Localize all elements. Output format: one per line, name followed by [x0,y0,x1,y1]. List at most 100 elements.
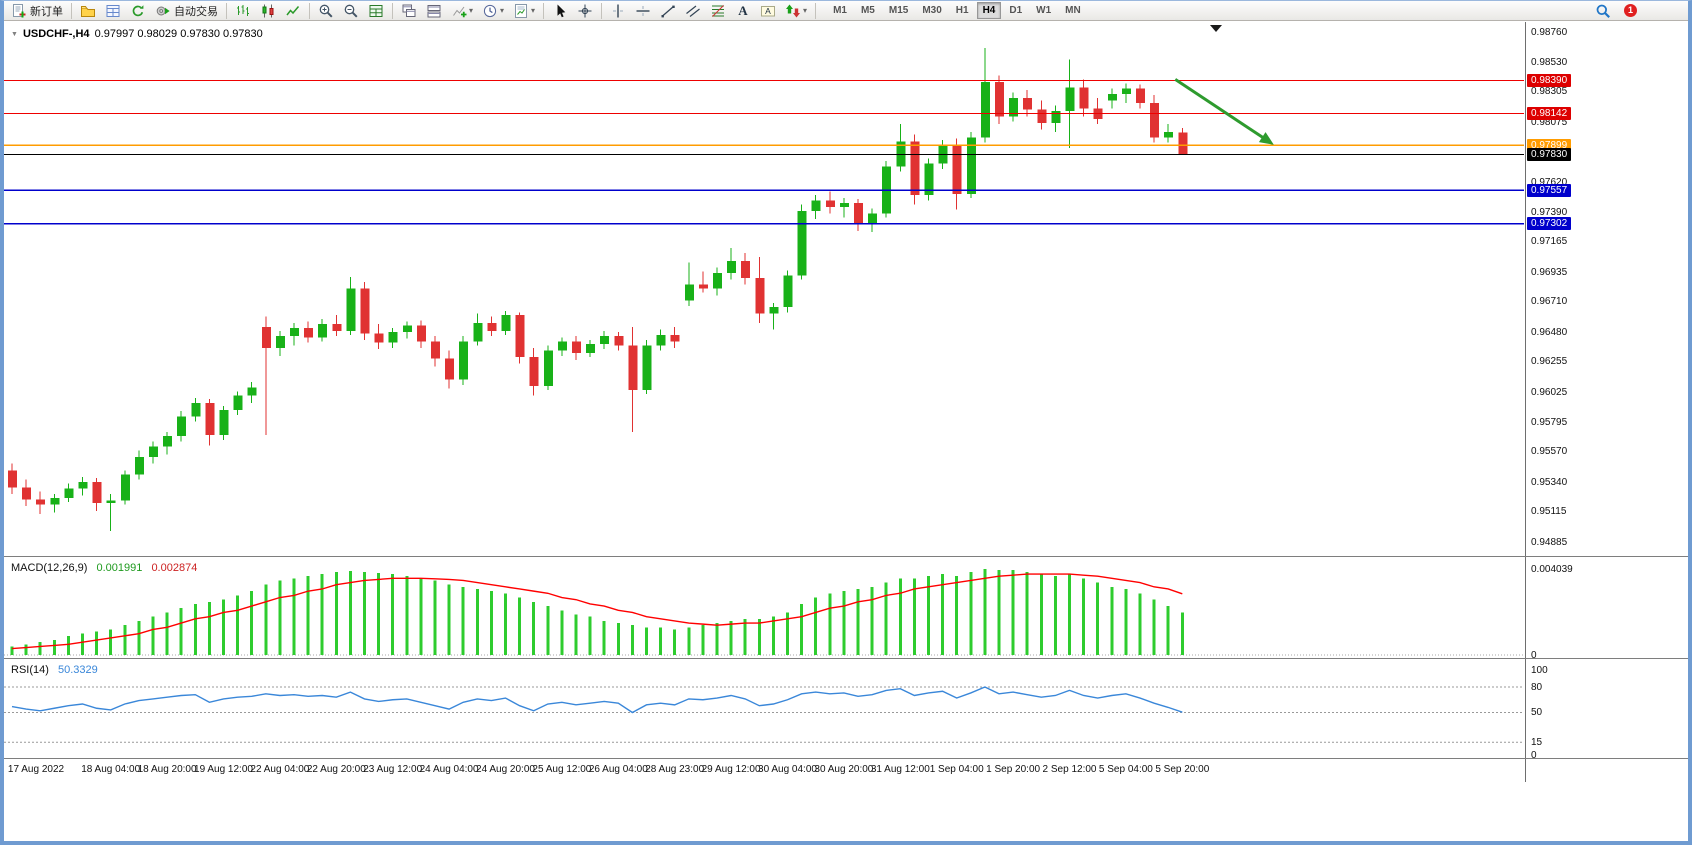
arrange-icon [426,3,442,19]
price-badge: 0.97830 [1527,147,1572,161]
ohlc-bars-mode-button[interactable] [231,2,255,20]
macd-axis-label: 0.004039 [1531,563,1573,575]
dropdown-arrow-icon[interactable]: ▾ [531,6,536,15]
horizontal-line-icon [635,3,651,19]
candle-body [360,288,370,334]
timeframe-m30-button[interactable]: M30 [922,5,942,16]
clock-icon [482,3,498,19]
notifications-button[interactable]: 1 [1620,2,1641,20]
price-tick-label: 0.96935 [1531,266,1568,278]
crosshair-tool-button[interactable] [573,2,597,20]
time-tick-label: 31 Aug 12:00 [870,764,930,775]
chart-title: ▼ USDCHF-,H4 0.97997 0.98029 0.97830 0.9… [11,28,263,40]
zoom-out-button[interactable] [339,2,363,20]
candle-body [106,500,116,504]
timeframe-d1-button[interactable]: D1 [1009,5,1023,16]
macd-histogram-bar [574,614,578,655]
vertical-line-icon [610,3,626,19]
candle-body [811,200,821,212]
macd-histogram-bar [193,603,197,655]
macd-histogram-bar [377,573,381,655]
macd-histogram-bar [292,578,296,655]
search-button[interactable] [1591,2,1615,20]
arrange-windows-button[interactable] [422,2,446,20]
candle-body [233,395,243,410]
dropdown-arrow-icon[interactable]: ▾ [803,6,808,15]
trend-arrow-head [1258,132,1274,145]
panel-splitter[interactable] [4,758,1688,759]
chart-canvas[interactable] [4,22,1688,782]
macd-histogram-bar [10,646,14,655]
text-tool-button[interactable]: A [731,2,755,20]
panel-splitter[interactable] [4,556,1688,557]
price-axis[interactable]: 0.98760 0.98530 0.98305 0.98075 0.97620 0.973… [1525,22,1688,782]
add-indicator-button[interactable]: ▾ [447,2,477,20]
time-tick-label: 22 Aug 04:00 [250,764,310,775]
macd-histogram-bar [786,612,789,655]
candle-body [980,82,990,138]
macd-histogram-bar [1011,569,1015,655]
macd-histogram-bar [461,586,465,655]
time-tick-label: 30 Aug 04:00 [758,764,817,775]
candle-body [445,358,455,380]
macd-histogram-bar [1110,586,1114,655]
candle-body [346,288,356,331]
profiles-button[interactable] [76,2,100,20]
refresh-button[interactable] [126,2,150,20]
timeframe-m5-button[interactable]: M5 [860,5,875,16]
timeframe-w1-button[interactable]: W1 [1036,5,1052,16]
channel-tool-button[interactable] [681,2,705,20]
fibonacci-tool-button[interactable] [706,2,730,20]
toolbar-separator [601,2,603,19]
chart-shift-marker[interactable] [1210,25,1222,32]
market-watch-button[interactable] [101,2,125,20]
candle-body [1136,88,1145,104]
timeframe-mn-button[interactable]: MN [1065,5,1081,16]
cursor-tool-button[interactable] [548,2,572,20]
macd-histogram-bar [123,625,127,655]
candlestick-mode-button[interactable] [256,2,280,20]
panel-splitter[interactable] [4,658,1688,659]
time-axis[interactable]: 17 Aug 2022 18 Aug 04:00 18 Aug 20:00 19 Au… [4,759,1525,781]
macd-histogram-bar [771,616,775,655]
new-order-label: 新订单 [30,5,63,18]
timeframe-m15-button[interactable]: M15 [888,5,909,16]
time-tick-label: 5 Sep 04:00 [1098,764,1153,775]
dropdown-arrow-icon[interactable]: ▾ [469,6,474,15]
auto-trading-button[interactable]: 自动交易 [151,2,222,20]
rsi-value: 50.3329 [57,664,98,676]
macd-histogram-bar [419,578,423,655]
search-icon [1595,3,1611,19]
timeframe-h1-button[interactable]: H1 [955,5,969,16]
time-tick-label: 30 Aug 20:00 [814,764,874,775]
horizontal-line-tool-button[interactable] [631,2,655,20]
rsi-axis-label: 80 [1531,681,1543,693]
vertical-line-tool-button[interactable] [606,2,630,20]
templates-button[interactable]: ▾ [509,2,539,20]
dropdown-arrow-icon[interactable]: ▾ [500,6,505,15]
macd-histogram-bar [165,612,169,655]
trendline-tool-button[interactable] [656,2,680,20]
shapes-icon [785,3,801,19]
timeframe-m1-button[interactable]: M1 [833,5,847,16]
tile-windows-button[interactable] [364,2,388,20]
candlestick-icon [260,3,276,19]
cascade-windows-button[interactable] [397,2,421,20]
new-order-button[interactable]: 新订单 [7,2,67,20]
price-tick-label: 0.95340 [1531,476,1568,488]
toolbar-right-group: 1 [1591,2,1685,20]
line-chart-mode-button[interactable] [281,2,305,20]
trend-arrow-line[interactable] [1174,78,1271,144]
candle-body [995,82,1004,117]
candle-body [557,341,567,351]
text-label-icon: A [760,3,776,19]
arrows-tool-button[interactable]: ▾ [781,2,811,20]
timeframe-h4-button[interactable]: H4 [976,2,1002,19]
macd-histogram-bar [743,618,747,655]
zoom-in-button[interactable] [314,2,338,20]
text-label-tool-button[interactable]: A [756,2,780,20]
symbol-dropdown-icon[interactable]: ▼ [11,30,18,38]
periods-button[interactable]: ▾ [478,2,508,20]
macd-histogram-bar [348,570,352,655]
